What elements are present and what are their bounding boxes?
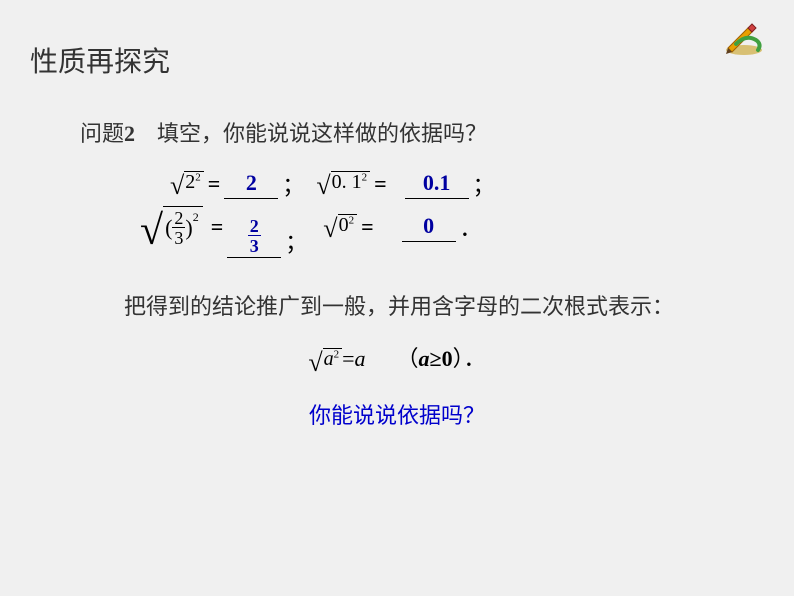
general-formula: √ a2 =a （a≥0）． — [30, 341, 764, 374]
paren-close: ） — [453, 346, 464, 371]
blank-answer-2: 0.1 — [405, 170, 469, 199]
semicolon: ； — [285, 225, 307, 257]
surd-icon: √ — [170, 173, 184, 199]
semicolon: ； — [282, 168, 304, 200]
question-number: 2 — [124, 121, 135, 146]
equals-sign: = — [208, 171, 221, 197]
equals-sign: = — [211, 214, 224, 240]
var-a: a — [324, 348, 334, 370]
radicand-2: 0. 12 — [331, 171, 371, 192]
base: 0. 1 — [332, 171, 362, 193]
base: 0 — [339, 214, 349, 236]
period: ． — [460, 211, 482, 243]
equals-sign: = — [374, 171, 387, 197]
exp: 2 — [362, 171, 368, 183]
equals-sign: = — [342, 346, 354, 371]
question-prefix: 问题 — [80, 121, 124, 146]
surd-icon: √ — [316, 173, 330, 199]
cond-val: 0 — [442, 346, 453, 371]
denominator: 3 — [172, 227, 185, 247]
semicolon: ； — [473, 168, 495, 200]
cond-var: a — [419, 346, 430, 371]
paren-open: （ — [397, 346, 419, 371]
equation-area: √ 22 = 2 ； √ 0. 12 = 0.1 ； √ — [170, 168, 764, 248]
denominator: 3 — [248, 235, 261, 255]
numerator: 2 — [248, 217, 261, 235]
equation-row-1: √ 22 = 2 ； √ 0. 12 = 0.1 ； — [170, 168, 764, 200]
radical-2: √ 0. 12 — [316, 171, 370, 197]
question-text: 填空，你能说说这样做的依据吗？ — [135, 121, 487, 146]
surd-icon: √ — [308, 350, 322, 376]
fraction-2-3: 2 3 — [172, 209, 185, 247]
equation-row-2: √ ( 2 3 ) 2 = 2 3 ； — [140, 206, 764, 248]
radicand-3: ( 2 3 ) 2 — [163, 206, 203, 247]
slide-page: 性质再探究 问题2 填空，你能说说这样做的依据吗？ √ 22 = 2 ； √ 0… — [0, 0, 794, 596]
radical-3: √ ( 2 3 ) 2 — [140, 206, 203, 248]
radical-a2: √ a2 — [308, 348, 342, 374]
radicand-a2: a2 — [323, 348, 343, 369]
radicand-4: 02 — [338, 214, 358, 235]
equals-sign: = — [361, 214, 374, 240]
period: ． — [464, 346, 486, 371]
radical-4: √ 02 — [323, 214, 357, 240]
rhs: a — [355, 346, 366, 371]
cond-op: ≥ — [430, 346, 442, 371]
pencil-brush-icon — [722, 20, 766, 61]
surd-icon: √ — [323, 216, 337, 242]
blank-answer-1: 2 — [224, 170, 278, 199]
exp: 2 — [334, 349, 340, 361]
section-title: 性质再探究 — [30, 40, 764, 80]
answer-fraction: 2 3 — [248, 217, 261, 255]
blank-answer-3: 2 3 — [227, 217, 281, 258]
question-line: 问题2 填空，你能说说这样做的依据吗？ — [80, 116, 764, 148]
radicand-1: 22 — [184, 171, 204, 192]
exp: 2 — [349, 214, 355, 226]
exp: 2 — [195, 171, 201, 183]
base: 2 — [185, 171, 195, 193]
conclusion-text: 把得到的结论推广到一般，并用含字母的二次根式表示： — [80, 288, 734, 325]
surd-icon: √ — [140, 210, 163, 252]
numerator: 2 — [172, 209, 185, 227]
exp: 2 — [193, 211, 199, 223]
radical-1: √ 22 — [170, 171, 204, 197]
note-question: 你能说说依据吗？ — [30, 398, 764, 430]
blank-answer-4: 0 — [402, 213, 456, 242]
